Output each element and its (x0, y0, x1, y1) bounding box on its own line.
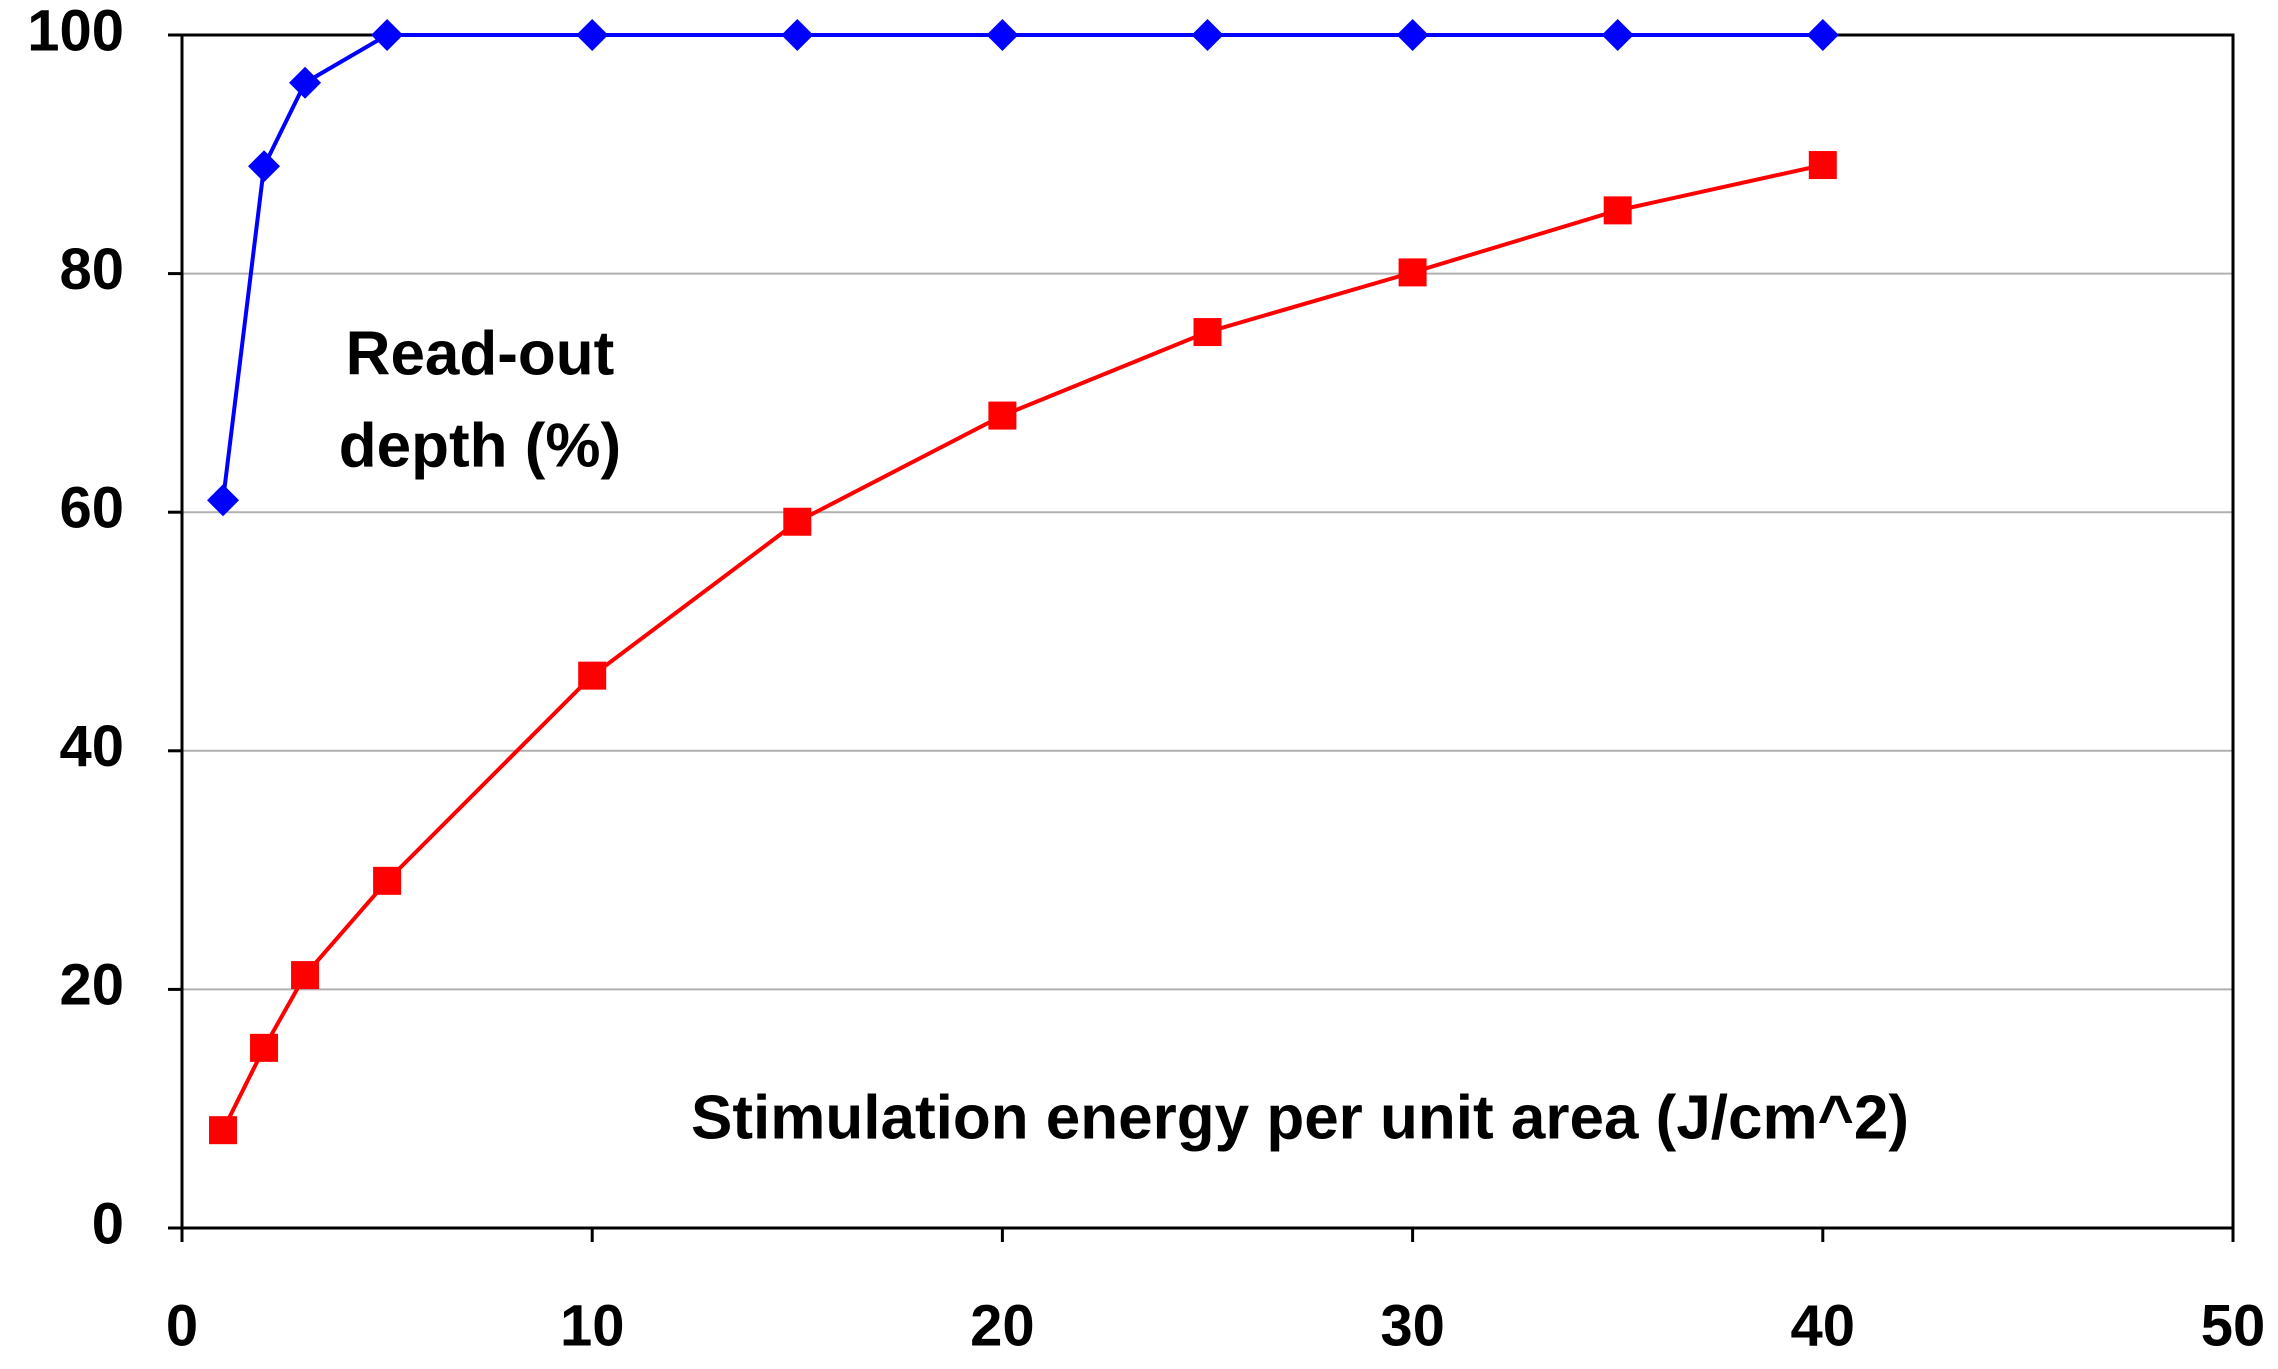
marker (578, 661, 607, 690)
y-tick-label: 100 (27, 0, 124, 63)
x-label: Stimulation energy per unit area (J/cm^2… (691, 1083, 1909, 1152)
marker (1603, 196, 1632, 225)
marker (289, 66, 322, 99)
x-tick-label: 0 (166, 1293, 198, 1358)
marker (1191, 19, 1224, 51)
x-tick-label: 30 (1380, 1293, 1445, 1358)
marker (207, 484, 240, 517)
marker (1601, 19, 1634, 51)
x-tick-label: 40 (1791, 1293, 1856, 1358)
marker (781, 19, 814, 51)
x-tick-label: 10 (560, 1293, 625, 1358)
marker (291, 961, 320, 990)
y-tick-label: 80 (59, 237, 124, 302)
marker (250, 1033, 279, 1062)
marker (373, 866, 402, 895)
marker (986, 19, 1019, 51)
marker (371, 19, 404, 51)
y-label-line: depth (%) (339, 411, 621, 480)
marker (783, 507, 812, 536)
marker (576, 19, 609, 51)
x-tick-label: 50 (2201, 1293, 2266, 1358)
marker (1398, 258, 1427, 287)
marker (988, 401, 1017, 430)
y-tick-label: 20 (59, 953, 124, 1018)
series-line (221, 163, 1824, 1132)
marker (1396, 19, 1429, 51)
plot-border (180, 33, 2235, 1230)
marker (209, 1116, 238, 1145)
y-tick-label: 60 (59, 476, 124, 541)
plot: 0 20 40 60 80 100 0 10 20 30 40 50 (27, 0, 2265, 1358)
marker (248, 150, 281, 183)
marker (1806, 19, 1839, 51)
y-label-line: Read-out (346, 319, 615, 388)
x-tick-label: 20 (970, 1293, 1035, 1358)
marker (1808, 151, 1837, 180)
y-tick-label: 40 (59, 714, 124, 779)
y-tick-label: 0 (92, 1191, 124, 1256)
marker (1193, 318, 1222, 347)
